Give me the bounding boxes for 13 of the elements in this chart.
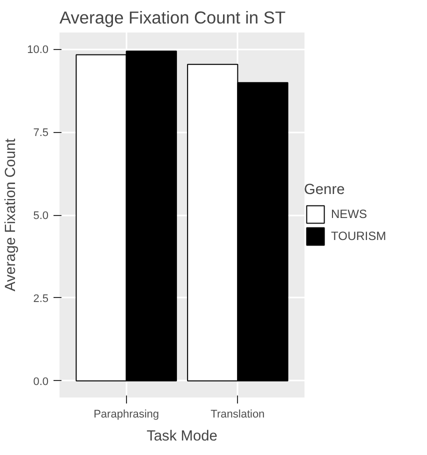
y-tick-label: 2.5 bbox=[33, 292, 49, 305]
x-axis-title: Task Mode bbox=[146, 428, 218, 444]
legend-title: Genre bbox=[304, 182, 346, 198]
x-tick-label: Paraphrasing bbox=[94, 408, 160, 420]
y-tick-label: 7.5 bbox=[33, 127, 49, 140]
y-tick-label: 0.0 bbox=[33, 376, 49, 388]
y-axis-title: Average Fixation Count bbox=[3, 138, 20, 292]
legend-label: TOURISM bbox=[331, 229, 386, 243]
legend-label: NEWS bbox=[331, 207, 367, 221]
chart-title: Average Fixation Count in ST bbox=[60, 8, 286, 28]
y-tick-label: 10.0 bbox=[27, 44, 49, 56]
x-tick-label: Translation bbox=[210, 408, 265, 420]
y-tick-label: 5.0 bbox=[33, 210, 49, 222]
